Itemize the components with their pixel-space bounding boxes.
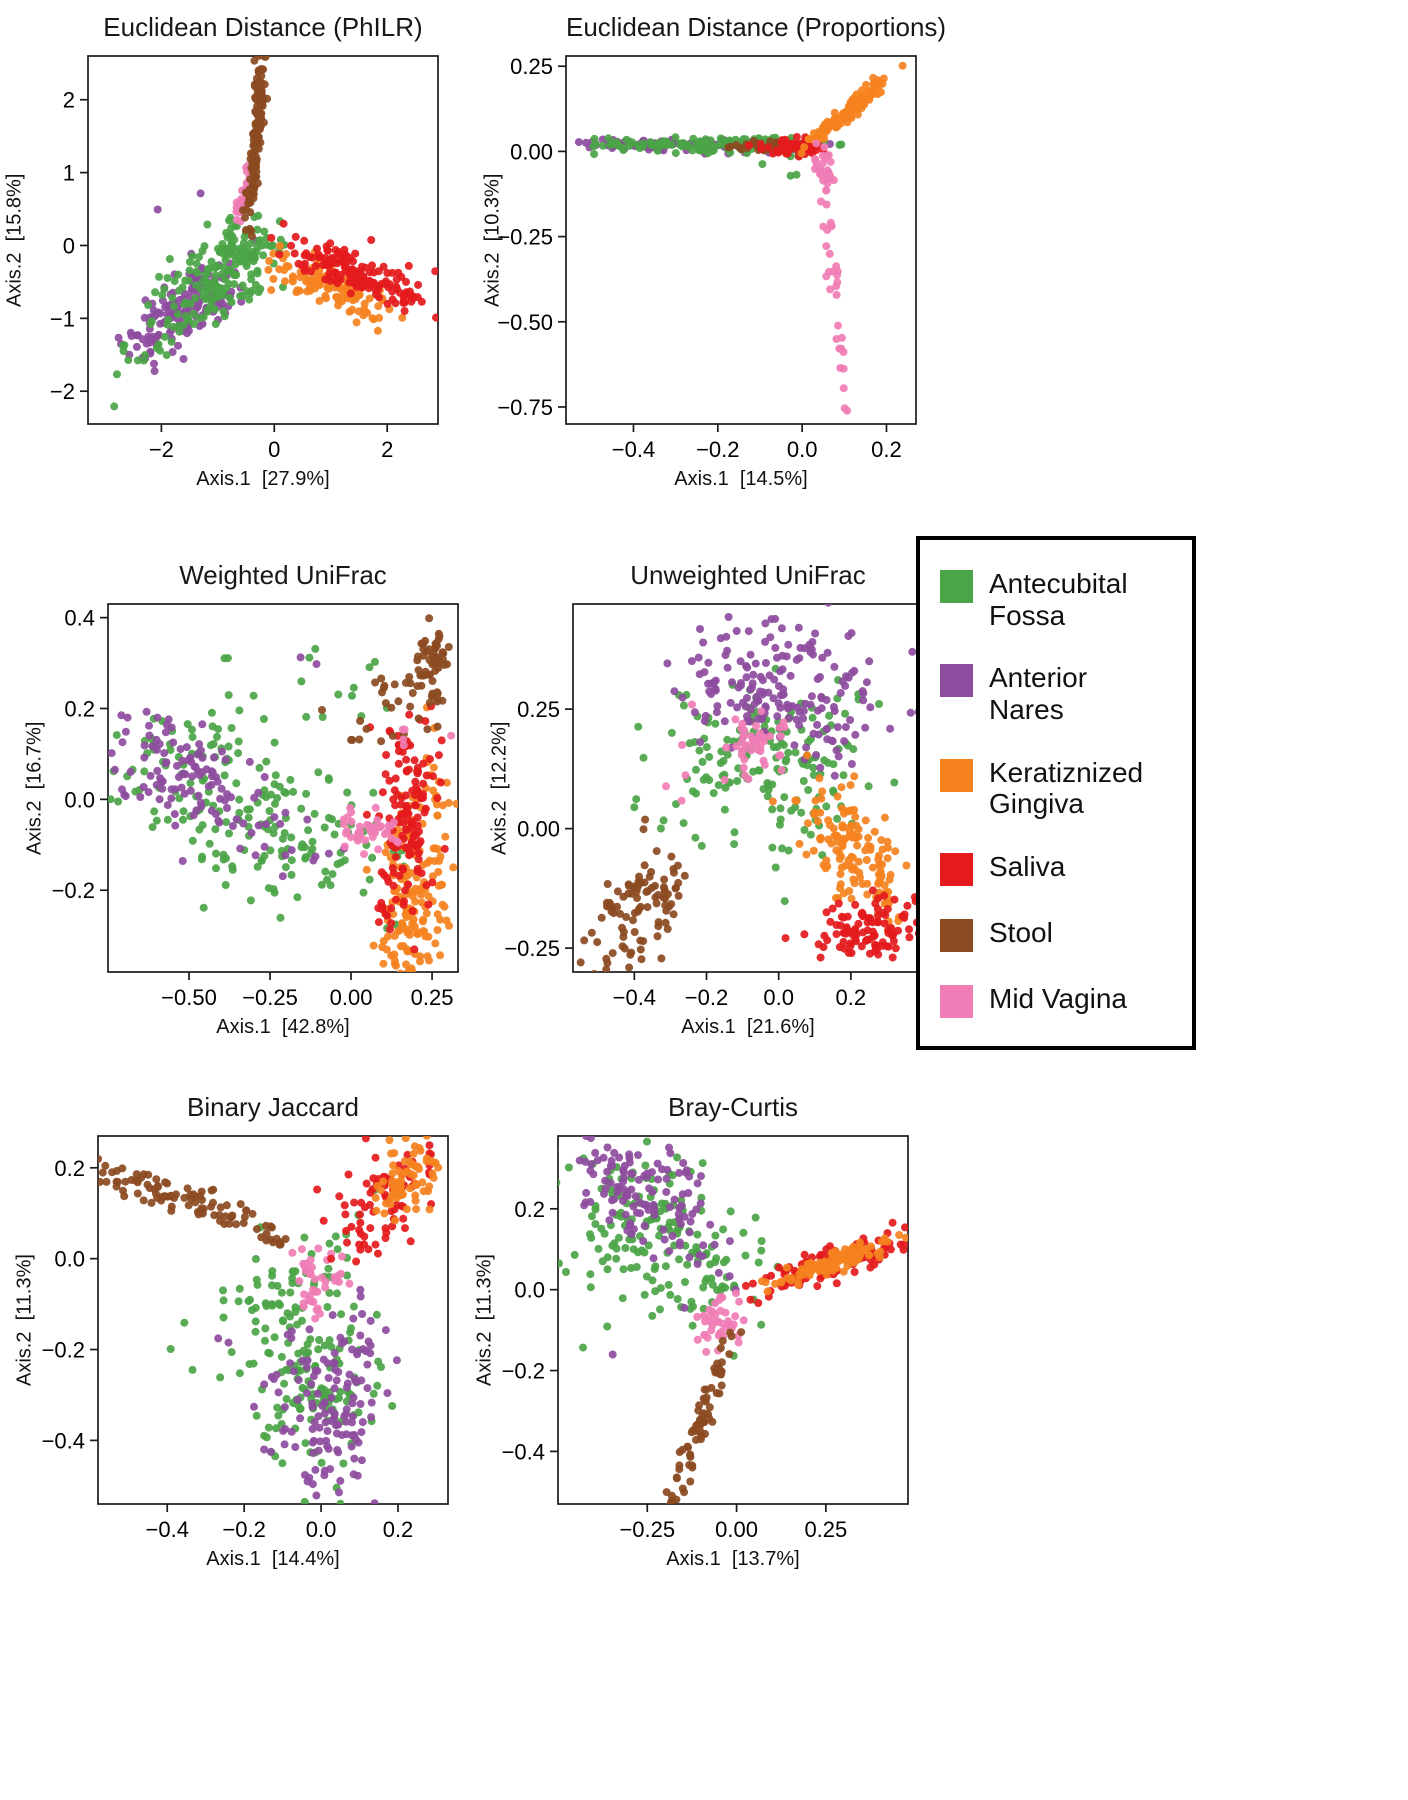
svg-text:−0.2: −0.2 xyxy=(222,1517,265,1542)
scatter-panel: −0.4 −0.2 0.0 0.2 −0.4 −0.2 0.0 0.2 xyxy=(42,1135,449,1542)
svg-text:−2: −2 xyxy=(50,379,75,404)
legend-label: Stool xyxy=(989,916,1053,948)
svg-text:0.2: 0.2 xyxy=(383,1517,414,1542)
svg-text:−0.4: −0.4 xyxy=(502,1439,545,1464)
y-axis-label: Axis.2 [11.3%] xyxy=(473,1254,496,1386)
svg-text:−0.50: −0.50 xyxy=(161,985,217,1010)
svg-text:0.25: 0.25 xyxy=(411,985,454,1010)
svg-text:0.2: 0.2 xyxy=(64,696,95,721)
svg-text:0.2: 0.2 xyxy=(871,437,902,462)
svg-text:0.0: 0.0 xyxy=(787,437,818,462)
svg-text:0.00: 0.00 xyxy=(517,817,560,842)
svg-text:0.0: 0.0 xyxy=(306,1517,337,1542)
legend-label: Saliva xyxy=(989,850,1066,882)
svg-text:0.00: 0.00 xyxy=(330,985,373,1010)
svg-text:0.25: 0.25 xyxy=(804,1517,847,1542)
svg-text:0.0: 0.0 xyxy=(64,787,95,812)
plot-bray-curtis: Bray-Curtis Axis.2 [11.3%] −0.25 0.00 0.25… xyxy=(470,1092,930,1571)
svg-text:−0.25: −0.25 xyxy=(242,985,298,1010)
y-axis-label: Axis.2 [16.7%] xyxy=(23,721,46,855)
x-axis-label: Axis.1 [42.8%] xyxy=(216,1016,350,1038)
svg-text:−0.2: −0.2 xyxy=(685,985,728,1010)
legend-item-keratinized-gingiva: Keratiznized Gingiva xyxy=(940,757,1172,820)
svg-text:−0.2: −0.2 xyxy=(52,878,95,903)
y-axis-label: Axis.2 [12.2%] xyxy=(488,721,511,855)
svg-text:0.4: 0.4 xyxy=(64,606,95,631)
legend-item-stool: Stool xyxy=(940,917,1172,952)
plot-title: Unweighted UniFrac xyxy=(630,560,866,590)
legend-item-mid-vagina: Mid Vagina xyxy=(940,983,1172,1018)
y-axis-label: Axis.2 [11.3%] xyxy=(13,1254,36,1386)
svg-text:0.25: 0.25 xyxy=(510,54,553,79)
x-axis-label: Axis.1 [14.5%] xyxy=(674,468,808,490)
x-axis-label: Axis.1 [13.7%] xyxy=(666,1548,800,1570)
svg-text:0.25: 0.25 xyxy=(517,697,560,722)
svg-text:−0.4: −0.4 xyxy=(612,437,655,462)
legend-swatch-keratinized-gingiva xyxy=(940,758,973,792)
svg-text:0.0: 0.0 xyxy=(54,1247,85,1272)
svg-text:0.00: 0.00 xyxy=(510,139,553,164)
plot-unweighted-unifrac: Unweighted UniFrac Axis.2 [12.2%] −0.4 −0… xyxy=(485,560,945,1039)
svg-text:−1: −1 xyxy=(50,306,75,331)
y-axis-label: Axis.2 [10.3%] xyxy=(481,173,504,307)
svg-text:−0.4: −0.4 xyxy=(42,1428,85,1453)
legend-item-antecubital-fossa: Antecubital Fossa xyxy=(940,568,1172,631)
plot-title: Euclidean Distance (Proportions) xyxy=(566,12,947,42)
x-axis-label: Axis.1 [27.9%] xyxy=(196,468,330,490)
legend-swatch-saliva xyxy=(940,852,973,886)
legend-swatch-anterior-nares xyxy=(940,664,973,698)
plot-title: Weighted UniFrac xyxy=(179,560,387,590)
svg-text:−0.25: −0.25 xyxy=(504,936,560,961)
svg-text:1: 1 xyxy=(63,161,75,186)
scatter-panel: −0.4 −0.2 0.0 0.2 −0.25 0.00 0.25 xyxy=(504,603,924,1010)
legend-label: Keratiznized Gingiva xyxy=(989,756,1144,820)
svg-text:0.2: 0.2 xyxy=(54,1156,85,1181)
svg-text:0.0: 0.0 xyxy=(514,1278,545,1303)
svg-text:−0.4: −0.4 xyxy=(146,1517,189,1542)
plot-binary-jaccard: Binary Jaccard Axis.2 [11.3%] −0.4 −0.2 0.… xyxy=(10,1092,470,1571)
svg-text:−0.50: −0.50 xyxy=(497,310,553,335)
svg-text:0.0: 0.0 xyxy=(763,985,794,1010)
plot-title: Euclidean Distance (PhILR) xyxy=(103,12,423,42)
legend: Antecubital Fossa Anterior Nares Keratiz… xyxy=(916,536,1196,1050)
svg-text:−2: −2 xyxy=(149,437,174,462)
svg-text:2: 2 xyxy=(381,437,393,462)
x-axis-label: Axis.1 [14.4%] xyxy=(206,1548,340,1570)
svg-text:2: 2 xyxy=(63,88,75,113)
svg-text:0: 0 xyxy=(63,233,75,258)
legend-item-anterior-nares: Anterior Nares xyxy=(940,662,1172,725)
plot-weighted-unifrac: Weighted UniFrac Axis.2 [16.7%] −0.50 −0.… xyxy=(20,560,480,1039)
legend-item-saliva: Saliva xyxy=(940,851,1172,886)
svg-text:0.2: 0.2 xyxy=(514,1197,545,1222)
legend-swatch-mid-vagina xyxy=(940,984,973,1018)
legend-label: Anterior Nares xyxy=(989,662,1088,725)
legend-label: Mid Vagina xyxy=(989,982,1128,1014)
legend-label: Antecubital Fossa xyxy=(989,568,1128,631)
plot-euclidean-philr: Euclidean Distance (PhILR) Axis.2 [15.8%… xyxy=(0,12,460,491)
plot-euclidean-proportions: Euclidean Distance (Proportions) Axis.2 … xyxy=(478,12,947,491)
plot-title: Bray-Curtis xyxy=(667,1092,798,1122)
svg-text:−0.4: −0.4 xyxy=(613,985,656,1010)
svg-text:−0.25: −0.25 xyxy=(497,225,553,250)
scatter-panel: −0.25 0.00 0.25 −0.4 −0.2 0.0 0.2 xyxy=(502,1135,909,1542)
svg-text:−0.75: −0.75 xyxy=(497,395,553,420)
plot-title: Binary Jaccard xyxy=(187,1092,359,1122)
scatter-panel: −2 0 2 −2 −1 0 1 2 xyxy=(50,55,439,462)
scatter-panel: −0.4 −0.2 0.0 0.2 −0.75 −0.50 −0.25 0.00 0.25 xyxy=(497,54,917,462)
x-axis-label: Axis.1 [21.6%] xyxy=(681,1016,815,1038)
svg-text:−0.2: −0.2 xyxy=(502,1359,545,1384)
y-axis-label: Axis.2 [15.8%] xyxy=(3,173,26,307)
svg-text:0.00: 0.00 xyxy=(715,1517,758,1542)
svg-text:0.2: 0.2 xyxy=(836,985,867,1010)
scatter-panel: −0.50 −0.25 0.00 0.25 −0.2 0.0 0.2 0.4 xyxy=(52,603,459,1010)
legend-swatch-stool xyxy=(940,918,973,952)
svg-text:−0.2: −0.2 xyxy=(696,437,739,462)
svg-text:−0.25: −0.25 xyxy=(619,1517,675,1542)
svg-text:−0.2: −0.2 xyxy=(42,1338,85,1363)
legend-swatch-antecubital-fossa xyxy=(940,570,973,603)
svg-text:0: 0 xyxy=(268,437,280,462)
